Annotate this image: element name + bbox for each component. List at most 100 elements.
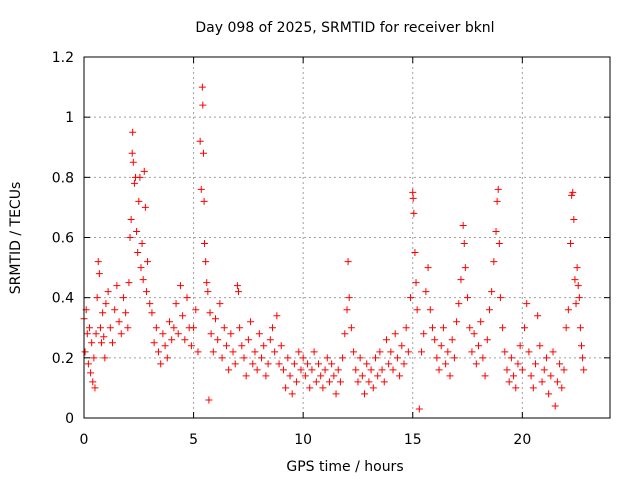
data-point — [439, 324, 447, 332]
data-point — [494, 185, 502, 193]
data-point — [231, 360, 239, 368]
data-point — [435, 366, 443, 374]
data-point — [258, 354, 266, 362]
data-point — [343, 306, 351, 314]
data-point — [431, 336, 439, 344]
data-point — [315, 360, 323, 368]
data-point — [264, 360, 272, 368]
data-point — [197, 185, 205, 193]
data-point — [385, 360, 393, 368]
y-axis-label: SRMTID / TECUs — [8, 182, 24, 295]
data-point — [95, 270, 103, 278]
data-point — [168, 336, 176, 344]
data-point — [218, 354, 226, 362]
data-point — [124, 324, 132, 332]
data-point — [227, 330, 235, 338]
data-point — [453, 318, 461, 326]
data-point — [155, 348, 163, 356]
data-point — [457, 276, 465, 284]
data-point — [277, 342, 285, 350]
data-point — [341, 330, 349, 338]
data-point — [253, 366, 261, 374]
data-point — [176, 282, 184, 290]
data-point — [244, 336, 252, 344]
data-point — [503, 366, 511, 374]
data-point — [111, 306, 119, 314]
data-point — [387, 348, 395, 356]
data-point — [92, 330, 100, 338]
data-point — [207, 330, 215, 338]
data-point — [179, 312, 187, 320]
data-point — [569, 188, 577, 196]
data-point — [115, 318, 123, 326]
data-point — [128, 149, 136, 157]
data-point — [161, 342, 169, 350]
data-point — [238, 342, 246, 350]
data-point — [181, 336, 189, 344]
data-point — [485, 306, 493, 314]
data-point — [481, 372, 489, 380]
data-point — [262, 372, 270, 380]
data-point — [135, 197, 143, 205]
data-point — [255, 330, 263, 338]
data-point — [142, 288, 150, 296]
y-tick-label: 0.4 — [52, 291, 74, 307]
data-point — [220, 324, 228, 332]
data-point — [490, 258, 498, 266]
data-point — [545, 390, 553, 398]
data-point — [312, 378, 320, 386]
data-point — [477, 318, 485, 326]
data-point — [140, 167, 148, 175]
data-point — [94, 258, 102, 266]
tick-labels: 0 5 10 15 20 0 0.2 0.4 0.6 0.8 1 1.2 — [52, 50, 532, 448]
y-tick-label: 1 — [65, 110, 74, 126]
data-point — [136, 173, 144, 181]
data-point — [389, 366, 397, 374]
data-point — [450, 354, 458, 362]
data-point — [89, 378, 97, 386]
data-point — [564, 306, 572, 314]
data-point — [206, 309, 214, 317]
data-point — [127, 215, 135, 223]
data-point — [113, 282, 121, 290]
data-point — [518, 366, 526, 374]
data-point — [345, 294, 353, 302]
data-point — [201, 240, 209, 248]
data-point — [310, 348, 318, 356]
y-tick-label: 0.8 — [52, 170, 74, 186]
data-point — [174, 330, 182, 338]
data-point — [579, 354, 587, 362]
x-tick-label: 5 — [189, 432, 198, 448]
data-point — [448, 336, 456, 344]
data-point — [507, 354, 515, 362]
data-point — [495, 240, 503, 248]
data-point — [236, 324, 244, 332]
data-point — [536, 342, 544, 350]
data-point — [446, 372, 454, 380]
data-point — [299, 354, 307, 362]
data-point — [134, 249, 142, 257]
data-point — [470, 330, 478, 338]
data-point — [422, 288, 430, 296]
y-tick-label: 0.2 — [52, 351, 74, 367]
data-point — [444, 348, 452, 356]
data-point — [99, 309, 107, 317]
data-point — [104, 288, 112, 296]
data-point — [209, 348, 217, 356]
data-point — [306, 384, 314, 392]
data-point — [144, 258, 152, 266]
data-point — [574, 282, 582, 290]
data-point — [170, 324, 178, 332]
data-point — [391, 330, 399, 338]
data-point — [240, 354, 248, 362]
data-point — [472, 360, 480, 368]
data-point — [523, 300, 531, 308]
data-point — [330, 372, 338, 380]
data-point — [549, 348, 557, 356]
data-point — [293, 378, 301, 386]
data-point — [325, 378, 333, 386]
data-point — [129, 128, 137, 136]
data-point — [199, 149, 207, 157]
